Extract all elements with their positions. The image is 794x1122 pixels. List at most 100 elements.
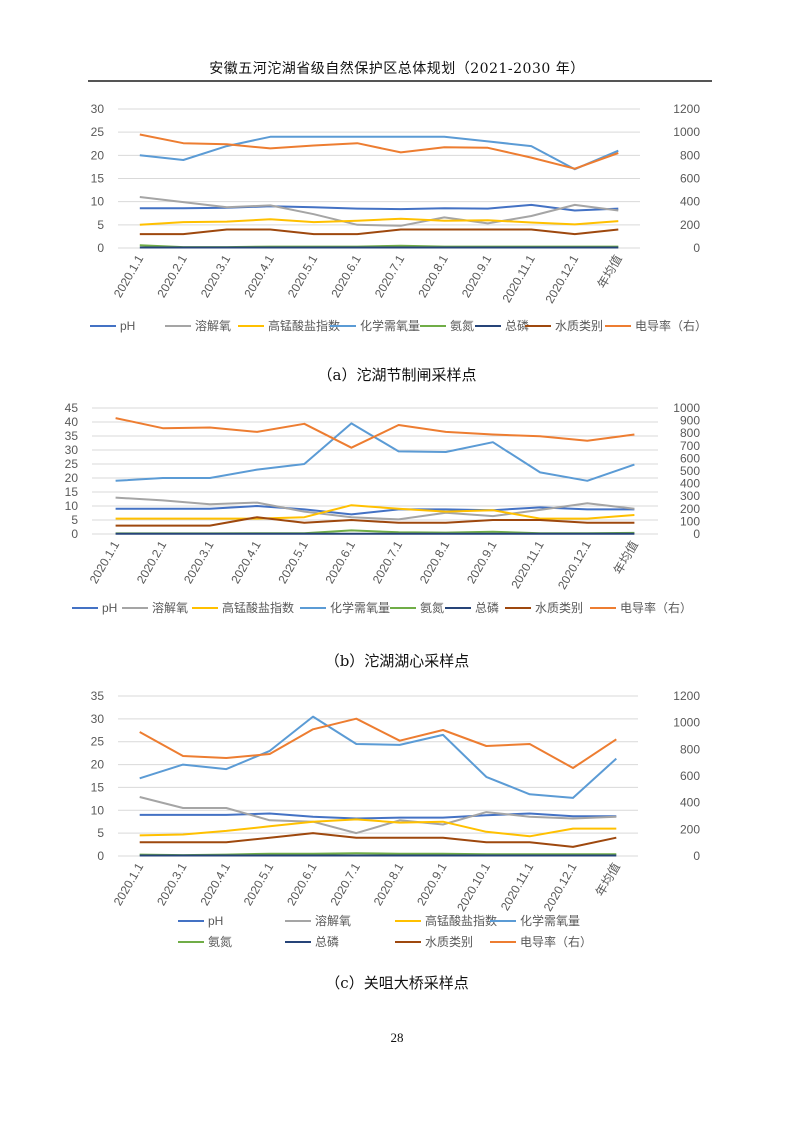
- legend-entry: 水质类别: [425, 935, 473, 949]
- y-right-tick-label: 500: [680, 464, 700, 478]
- x-tick-label: 2020.7.1: [370, 538, 406, 586]
- chart-tuohu-sluice: 0 5 10 15 20 25 30 0 200 400 600 800 1000 1200 2020.1.…: [90, 102, 707, 333]
- legend-entry: 化学需氧量: [330, 600, 390, 615]
- x-tick-label: 2020.12.1: [543, 252, 582, 306]
- legend-entry: 水质类别: [535, 601, 583, 615]
- y-right-tick-label: 600: [680, 769, 700, 783]
- x-tick-label: 2020.6.1: [284, 860, 320, 908]
- legend-entry: 溶解氧: [315, 913, 351, 928]
- y-left-tick-label: 25: [91, 735, 105, 749]
- y-right-tick-label: 600: [680, 172, 700, 186]
- y-left-tick-label: 25: [91, 125, 105, 139]
- series-line: [115, 496, 635, 521]
- series-line: [139, 203, 619, 212]
- legend-entry: 氨氮: [450, 318, 474, 333]
- x-tick-label: 2020.9.1: [459, 252, 495, 300]
- y-left-tick-label: 5: [97, 826, 104, 840]
- y-right-tick-label: 0: [693, 241, 700, 255]
- series-line: [115, 422, 635, 482]
- series-line: [115, 504, 635, 520]
- legend-entry: 化学需氧量: [360, 318, 420, 333]
- x-tick-label: 2020.5.1: [285, 252, 321, 300]
- series-line: [139, 135, 619, 171]
- series-line: [115, 505, 635, 516]
- y-left-tick-label: 0: [97, 241, 104, 255]
- y-right-tick-label: 900: [680, 414, 700, 428]
- x-tick-label: 2020.12.1: [555, 538, 594, 592]
- y-right-tick-label: 200: [680, 218, 700, 232]
- x-tick-label: 2020.4.1: [241, 252, 277, 300]
- x-tick-label: 2020.3.1: [154, 860, 190, 908]
- y-right-tick-label: 800: [680, 148, 700, 162]
- series-line: [139, 717, 617, 769]
- y-right-tick-label: 400: [680, 195, 700, 209]
- y-right-tick-label: 200: [680, 822, 700, 836]
- y-left-tick-label: 10: [91, 803, 105, 817]
- legend-entry: 高锰酸盐指数: [268, 318, 340, 333]
- y-left-tick-label: 35: [91, 689, 105, 703]
- y-left-tick-label: 0: [71, 527, 78, 541]
- x-tick-label: 2020.4.1: [228, 538, 264, 586]
- series-line: [115, 417, 635, 449]
- y-left-tick-label: 30: [65, 443, 79, 457]
- x-tick-label: 2020.3.1: [181, 538, 217, 586]
- x-tick-label: 2020.11.1: [498, 860, 537, 913]
- x-tick-label: 年均值: [592, 860, 623, 899]
- chart-guanju-bridge: 0 5 10 15 20 25 30 35 0 200 400 600 800 1000 1200 2020.…: [91, 689, 701, 949]
- y-right-tick-label: 1200: [673, 102, 700, 116]
- y-left-tick-label: 30: [91, 712, 105, 726]
- x-tick-label: 2020.8.1: [415, 252, 451, 300]
- legend-entry: pH: [120, 319, 135, 333]
- legend-entry: 溶解氧: [152, 600, 188, 615]
- series-line: [139, 133, 619, 170]
- series-line: [139, 196, 619, 227]
- x-tick-label: 2020.11.1: [499, 252, 538, 305]
- legend-entry: 总磷: [505, 318, 529, 333]
- x-tick-label: 2020.1.1: [87, 538, 123, 586]
- x-tick-label: 2020.9.1: [414, 860, 450, 908]
- legend-entry: 电导率（右）: [635, 318, 707, 333]
- legend-entry: 电导率（右）: [620, 600, 692, 615]
- y-right-tick-label: 0: [693, 849, 700, 863]
- page-number: 28: [390, 1030, 404, 1045]
- y-right-tick-label: 600: [680, 451, 700, 465]
- x-tick-label: 2020.7.1: [372, 252, 408, 300]
- x-tick-label: 2020.11.1: [508, 538, 547, 591]
- legend-entry: 溶解氧: [195, 318, 231, 333]
- x-tick-label: 2020.1.1: [111, 252, 147, 300]
- legend-entry: 高锰酸盐指数: [425, 913, 497, 928]
- legend-entry: 电导率（右）: [520, 934, 592, 949]
- x-tick-label: 2020.5.1: [241, 860, 277, 908]
- x-tick-label: 2020.1.1: [111, 860, 147, 908]
- y-left-tick-label: 30: [91, 102, 105, 116]
- y-left-tick-label: 15: [65, 485, 79, 499]
- chart-tuohu-center: 0510152025303540450100200300400500600700…: [65, 401, 701, 615]
- y-left-tick-label: 10: [91, 195, 105, 209]
- y-right-tick-label: 1000: [673, 401, 700, 415]
- x-tick-label: 2020.6.1: [328, 252, 364, 300]
- y-right-tick-label: 1000: [673, 125, 700, 139]
- x-tick-label: 2020.2.1: [154, 252, 190, 300]
- legend-entry: 总磷: [475, 600, 499, 615]
- y-left-tick-label: 15: [91, 172, 105, 186]
- y-left-tick-label: 35: [65, 429, 79, 443]
- x-tick-label: 2020.4.1: [197, 860, 233, 908]
- x-tick-label: 2020.8.1: [417, 538, 453, 586]
- y-left-tick-label: 5: [97, 218, 104, 232]
- x-tick-label: 2020.9.1: [464, 538, 500, 586]
- y-left-tick-label: 45: [65, 401, 79, 415]
- x-tick-label: 年均值: [610, 538, 641, 577]
- y-left-tick-label: 10: [65, 499, 79, 513]
- y-right-tick-label: 100: [680, 514, 700, 528]
- y-left-tick-label: 20: [65, 471, 79, 485]
- y-right-tick-label: 1000: [673, 716, 700, 730]
- x-tick-label: 2020.10.1: [454, 860, 493, 914]
- caption-c: （c）关咀大桥采样点: [325, 974, 469, 992]
- caption-a: （a）沱湖节制闸采样点: [317, 366, 477, 384]
- x-tick-label: 2020.12.1: [541, 860, 580, 914]
- y-left-tick-label: 5: [71, 513, 78, 527]
- y-right-tick-label: 200: [680, 502, 700, 516]
- x-tick-label: 2020.3.1: [198, 252, 234, 300]
- y-right-tick-label: 0: [693, 527, 700, 541]
- y-left-tick-label: 20: [91, 758, 105, 772]
